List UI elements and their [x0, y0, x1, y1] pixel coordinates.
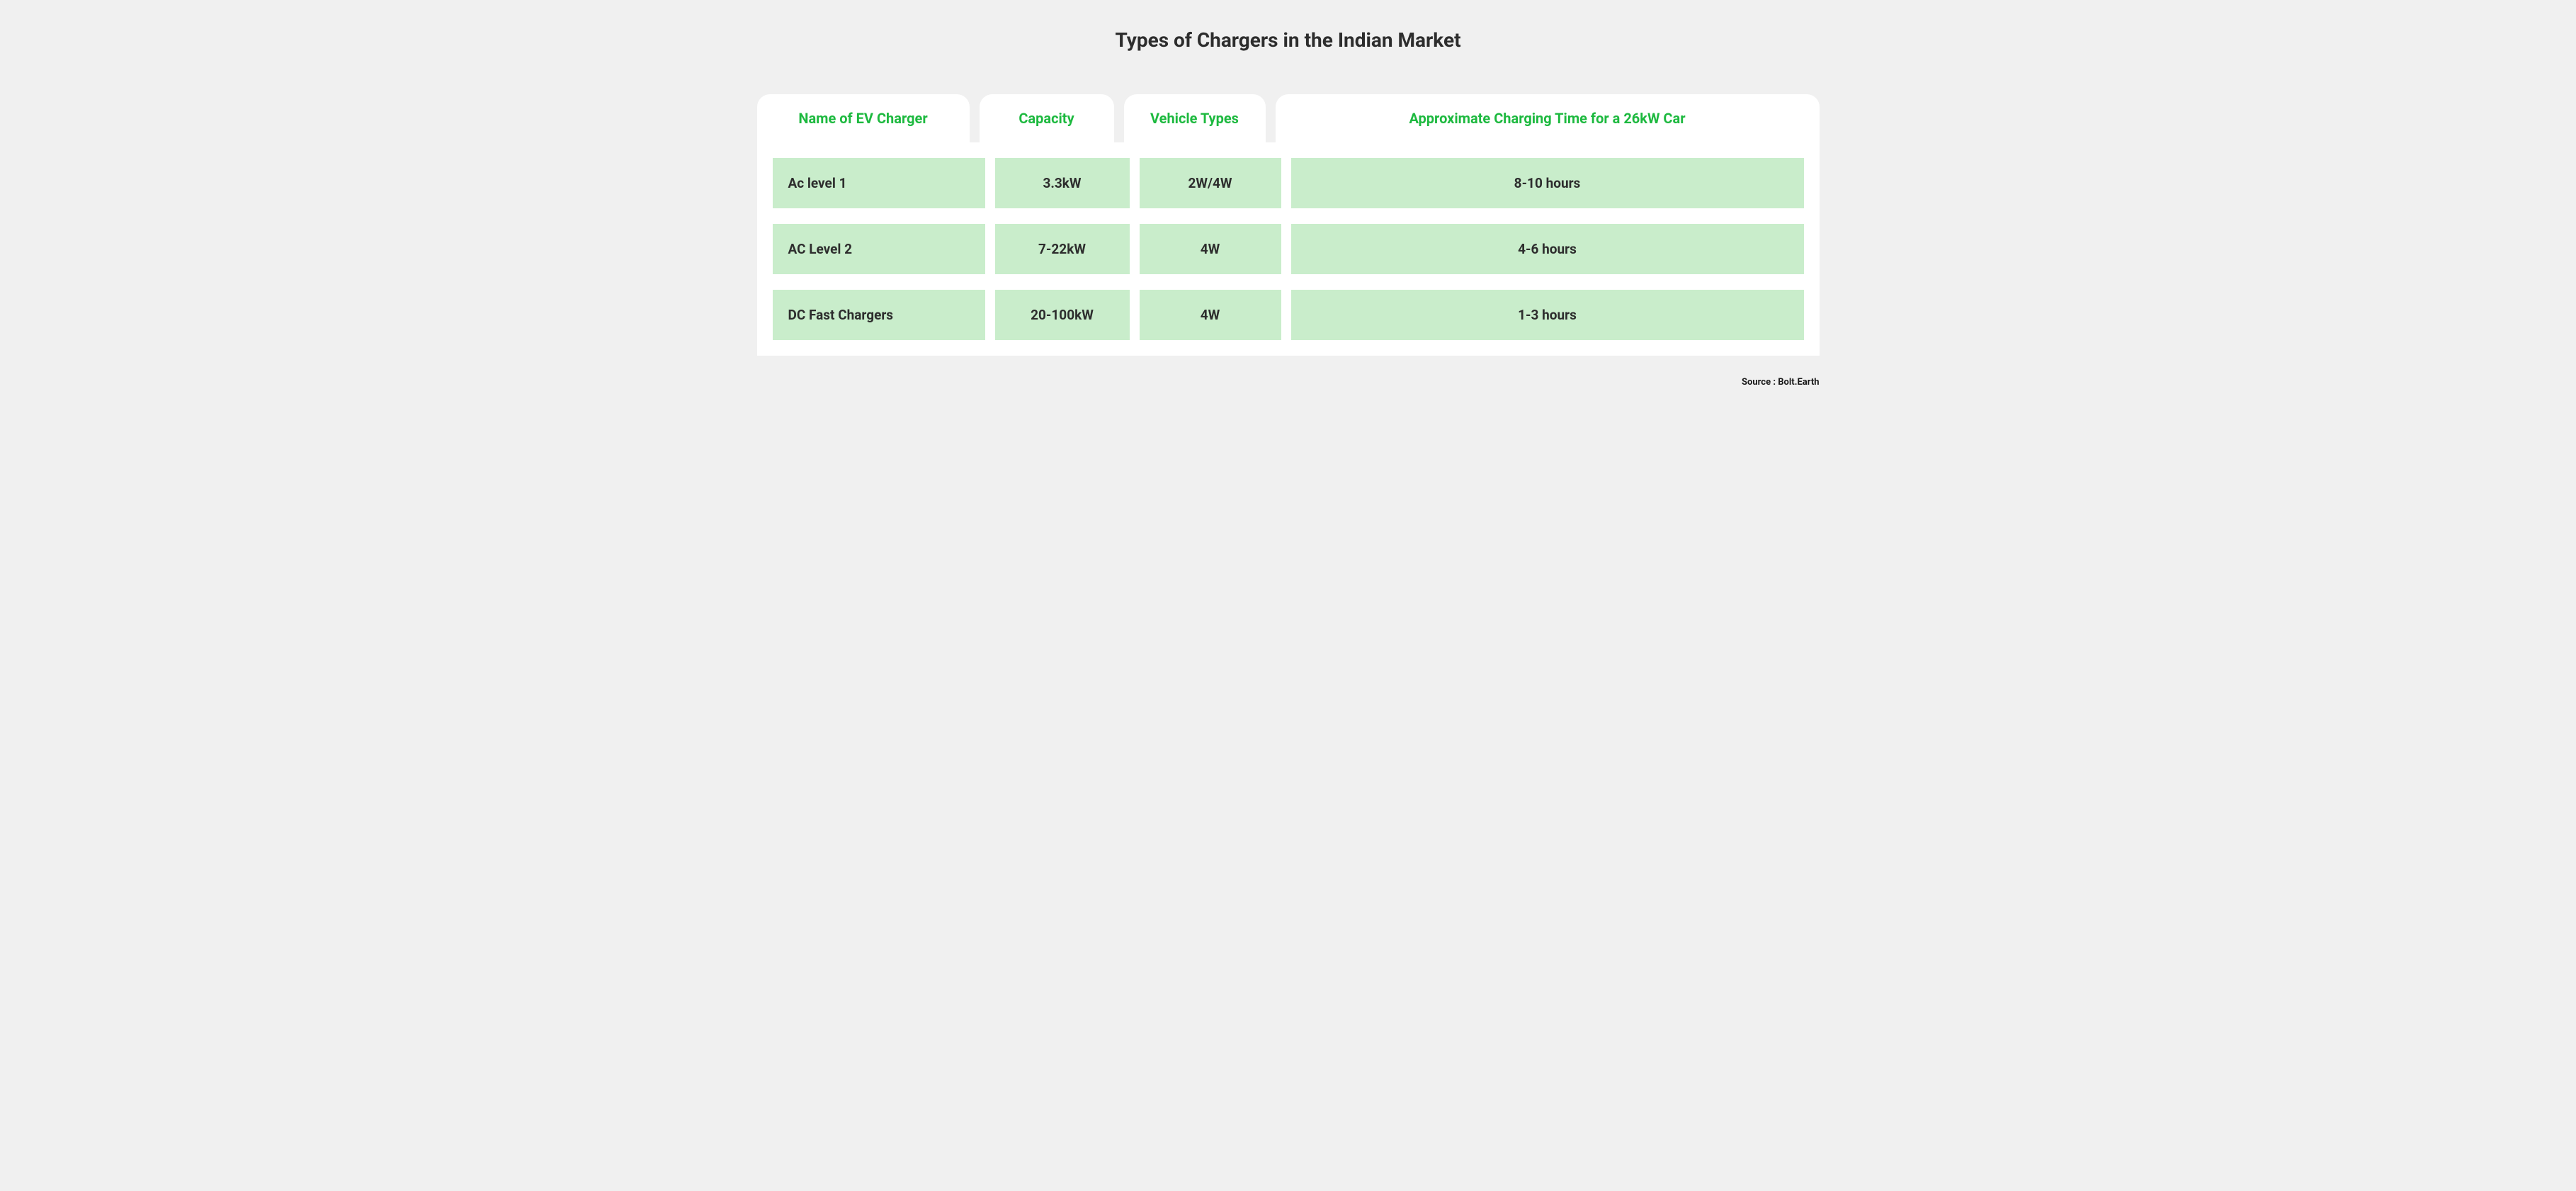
column-capacity: 3.3kW 7-22kW 20-100kW — [995, 158, 1130, 340]
table-header-row: Name of EV Charger Capacity Vehicle Type… — [757, 94, 1820, 142]
source-attribution: Source : Bolt.Earth — [757, 377, 1820, 388]
table-cell: 20-100kW — [995, 290, 1130, 340]
table-cell: 8-10 hours — [1291, 158, 1804, 208]
column-header-vehicle: Vehicle Types — [1124, 94, 1266, 142]
table-cell: 4-6 hours — [1291, 224, 1804, 274]
page-title: Types of Chargers in the Indian Market — [757, 28, 1820, 52]
table-cell: 4W — [1140, 290, 1281, 340]
table-cell: 1-3 hours — [1291, 290, 1804, 340]
chargers-table-infographic: Types of Chargers in the Indian Market N… — [757, 28, 1820, 388]
column-header-name: Name of EV Charger — [757, 94, 970, 142]
table-cell: DC Fast Chargers — [773, 290, 985, 340]
column-time: 8-10 hours 4-6 hours 1-3 hours — [1291, 158, 1804, 340]
table-cell: 3.3kW — [995, 158, 1130, 208]
column-header-time: Approximate Charging Time for a 26kW Car — [1276, 94, 1820, 142]
table-cell: 2W/4W — [1140, 158, 1281, 208]
column-header-capacity: Capacity — [980, 94, 1114, 142]
table-body: Ac level 1 AC Level 2 DC Fast Chargers 3… — [757, 142, 1820, 356]
table-cell: Ac level 1 — [773, 158, 985, 208]
table-cell: 4W — [1140, 224, 1281, 274]
column-name: Ac level 1 AC Level 2 DC Fast Chargers — [773, 158, 985, 340]
column-vehicle: 2W/4W 4W 4W — [1140, 158, 1281, 340]
table-cell: 7-22kW — [995, 224, 1130, 274]
table-cell: AC Level 2 — [773, 224, 985, 274]
